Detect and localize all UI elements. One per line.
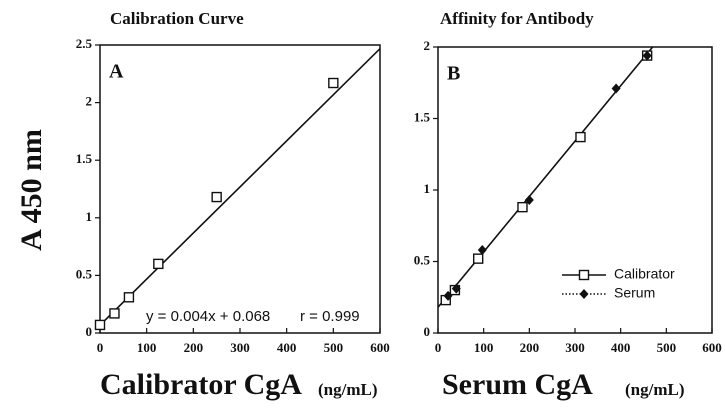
x-tick-label: 200 (520, 340, 540, 355)
x-axis-label: Serum CgA (442, 368, 593, 401)
x-tick-label: 100 (137, 340, 157, 355)
legend-marker (579, 289, 589, 299)
y-tick-label: 2.5 (76, 36, 93, 51)
plot-frame (437, 46, 713, 334)
chart-title: Affinity for Antibody (440, 9, 594, 28)
data-point (443, 290, 453, 301)
data-point (123, 292, 135, 303)
data-point (472, 253, 484, 264)
annotation: r = 0.999 (300, 308, 360, 325)
x-tick-label: 500 (324, 340, 344, 355)
data-point (642, 50, 652, 61)
y-axis-label: A 450 nm (15, 129, 48, 251)
chart-title: Calibration Curve (110, 9, 244, 28)
x-tick-label: 600 (702, 340, 722, 355)
data-point (611, 83, 621, 94)
data-point (153, 258, 164, 270)
data-point (328, 77, 339, 89)
y-tick-label: 1 (424, 181, 431, 196)
y-tick-label: 0.5 (76, 266, 93, 281)
x-tick-label: 100 (474, 340, 494, 355)
data-point (451, 283, 461, 294)
x-axis-label: Calibrator CgA (100, 368, 302, 401)
legend-marker (578, 269, 590, 281)
data-point (517, 201, 528, 213)
x-tick-label: 0 (435, 340, 442, 355)
x-tick-label: 400 (611, 340, 631, 355)
y-tick-label: 1.5 (76, 151, 93, 166)
x-tick-label: 0 (97, 340, 104, 355)
y-tick-label: 0.5 (414, 252, 431, 267)
x-tick-label: 200 (184, 340, 204, 355)
data-point (109, 308, 120, 319)
y-tick-label: 1 (86, 209, 93, 224)
data-point (477, 245, 487, 256)
data-point (94, 319, 106, 331)
panel-label: A (109, 61, 124, 83)
y-tick-label: 0 (86, 324, 93, 339)
x-tick-label: 300 (230, 340, 250, 355)
x-tick-label: 400 (277, 340, 297, 355)
panel-label: B (447, 63, 460, 85)
x-tick-label: 600 (370, 340, 390, 355)
legend-label: Serum (614, 285, 655, 301)
annotation: y = 0.004x + 0.068 (146, 308, 270, 325)
y-tick-label: 0 (424, 324, 431, 339)
data-point (524, 195, 534, 206)
x-axis-unit: (ng/mL) (318, 380, 378, 399)
data-point (575, 131, 586, 143)
x-tick-label: 300 (565, 340, 585, 355)
y-tick-label: 1.5 (414, 109, 431, 124)
x-axis-unit: (ng/mL) (625, 380, 685, 399)
x-tick-label: 500 (657, 340, 677, 355)
y-tick-label: 2 (86, 94, 93, 109)
fit-line (100, 48, 380, 326)
y-tick-label: 2 (424, 38, 431, 53)
legend-label: Calibrator (614, 266, 675, 282)
data-point (211, 191, 222, 203)
